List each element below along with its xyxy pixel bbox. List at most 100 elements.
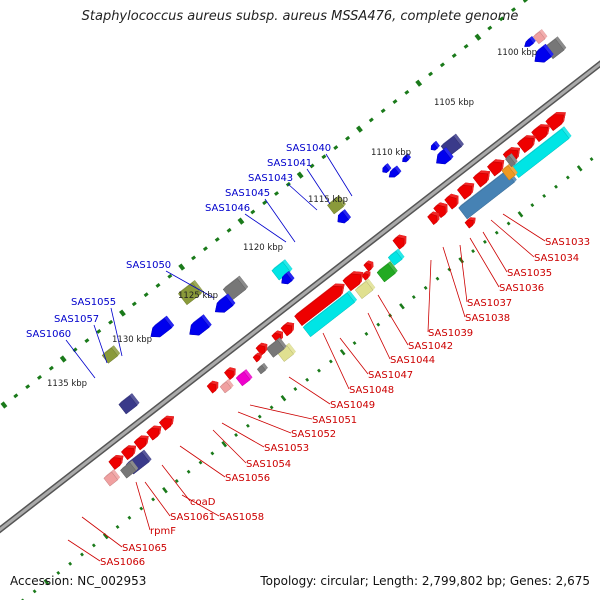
gene-reverse (133, 435, 149, 451)
gene-label-reverse: SAS1048 (349, 385, 394, 396)
feature-navy (118, 393, 140, 415)
scale-tick (0, 401, 8, 409)
scale-tick (293, 387, 298, 392)
genome-backbone (0, 60, 600, 534)
scale-tick (305, 377, 310, 382)
scale-tick (102, 532, 109, 540)
gene-reverse (158, 415, 174, 431)
gene-label-reverse: SAS1042 (408, 341, 453, 352)
scale-label: 1130 kbp (112, 335, 152, 345)
scale-label: 1110 kbp (371, 148, 411, 158)
scale-tick (411, 295, 416, 300)
gene-forward (214, 293, 236, 313)
scale-tick (463, 43, 469, 49)
gene-label-reverse: SAS1052 (291, 429, 336, 440)
scale-tick (576, 165, 583, 172)
feature-green (376, 261, 398, 283)
scale-tick (155, 283, 161, 288)
label-leader-reverse (377, 294, 409, 346)
feature-pink (532, 29, 548, 45)
label-leader-reverse (502, 213, 546, 242)
gene-reverse (280, 322, 295, 337)
label-leaders (65, 153, 546, 562)
scale-tick (428, 71, 434, 77)
gene-forward (430, 140, 440, 151)
gene-reverse (444, 193, 459, 210)
scale-tick (127, 515, 132, 520)
scale-tick (380, 108, 386, 114)
feature-steelblue (458, 168, 517, 220)
scale-tick (226, 227, 232, 233)
scale-tick (415, 79, 423, 87)
gene-label-forward: SAS1055 (71, 297, 116, 308)
gene-labels: SAS1040 SAS1041 SAS1043 SAS1045 SAS1046 SAS10… (26, 143, 590, 568)
scale-tick (48, 365, 54, 371)
scale-tick (565, 175, 570, 180)
gene-label-reverse: SAS1058 (219, 512, 264, 523)
gene-label-reverse: SAS1053 (264, 443, 309, 454)
scale-tick (458, 257, 465, 264)
scale-tick (59, 355, 67, 363)
scale-tick (257, 414, 262, 419)
gene-label-reverse: SAS1051 (312, 415, 357, 426)
scale-tick (202, 246, 208, 252)
feature-cyan (387, 248, 405, 266)
gene-forward (524, 36, 536, 47)
gene-reverse (531, 124, 550, 143)
scale-tick (84, 338, 90, 344)
label-leader-reverse (67, 539, 101, 562)
label-leader-reverse (442, 246, 466, 318)
label-leader-reverse (459, 244, 468, 303)
gene-label-reverse: SAS1047 (368, 370, 413, 381)
scale-labels: 1100 kbp 1105 kbp 1110 kbp 1115 kbp 1120 kbp… (47, 48, 537, 389)
label-leader-forward (93, 324, 108, 364)
scale-tick (368, 117, 374, 123)
label-leader-forward (110, 307, 123, 357)
gene-reverse (342, 271, 364, 292)
scale-tick (119, 309, 126, 317)
gene-reverse (472, 170, 490, 188)
scale-label: 1125 kbp (178, 291, 218, 301)
gene-forward (382, 163, 392, 173)
gene-reverse (361, 270, 371, 281)
label-leader-reverse (339, 337, 369, 375)
gene-label-forward: SAS1057 (54, 314, 99, 325)
scale-tick (487, 25, 493, 31)
gene-label-forward: SAS1045 (225, 188, 270, 199)
scale-tick (221, 441, 228, 448)
scale-tick (542, 193, 547, 198)
scale-label: 1100 kbp (497, 48, 537, 58)
scale-tick (399, 303, 405, 310)
label-leader-reverse (212, 429, 247, 464)
gene-forward (402, 153, 411, 163)
gene-label-reverse: SAS1039 (428, 328, 473, 339)
scale-tick (191, 255, 197, 261)
gene-label-reverse: coaD (190, 497, 216, 508)
scale-tick (364, 331, 369, 336)
label-leader-forward (287, 183, 318, 211)
gene-reverse (120, 445, 137, 461)
scale-tick (530, 203, 535, 208)
scale-tick (451, 53, 457, 59)
label-leader-reverse (482, 231, 508, 273)
scale-tick (522, 0, 528, 3)
gene-label-reverse: SAS1044 (390, 355, 435, 366)
label-leader-reverse (221, 422, 265, 448)
gene-label-reverse: SAS1066 (100, 557, 145, 568)
label-leader-reverse (490, 219, 535, 258)
scale-tick (471, 249, 476, 254)
scale-tick (339, 349, 346, 356)
scale-tick (506, 221, 511, 226)
scale-tick (68, 561, 73, 566)
gene-forward (281, 271, 295, 285)
label-leader-reverse (322, 332, 350, 390)
scale-tick (167, 273, 173, 279)
label-leader-forward (65, 339, 96, 379)
label-leader-reverse (469, 237, 500, 288)
gene-label-forward: SAS1041 (267, 158, 312, 169)
scale-tick (234, 433, 239, 437)
accession-text: Accession: NC_002953 (10, 574, 147, 588)
scale-tick (439, 62, 445, 68)
